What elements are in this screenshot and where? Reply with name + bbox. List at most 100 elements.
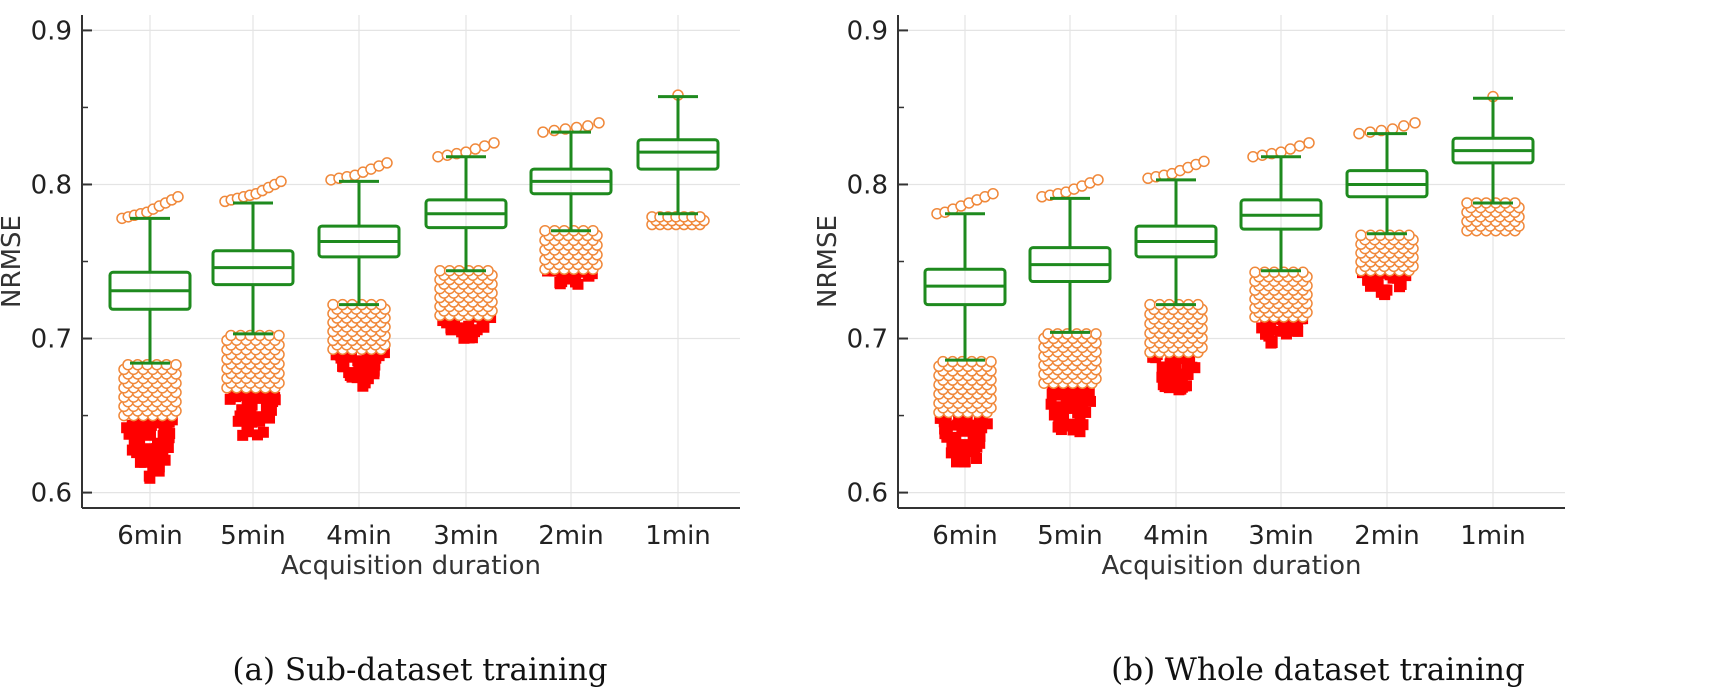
extreme-point [1056, 384, 1068, 396]
extreme-point [158, 439, 170, 451]
extreme-point [1176, 378, 1188, 390]
extreme-point [1395, 278, 1407, 290]
x-tick-label: 1min [645, 521, 711, 551]
gridlines [82, 15, 740, 508]
outlier-point [1461, 197, 1473, 209]
extreme-point [132, 428, 144, 440]
extreme-point [241, 423, 253, 435]
extreme-point [147, 464, 159, 476]
extreme-point [159, 419, 171, 431]
extreme-point [246, 416, 258, 428]
extreme-point [941, 420, 953, 432]
extreme-point [342, 351, 354, 363]
outlier-point [275, 175, 287, 188]
outlier-point [1090, 328, 1102, 340]
extreme-point [1083, 386, 1095, 398]
outlier-point [1393, 229, 1406, 242]
x-tick-label: 2min [1354, 521, 1420, 551]
extreme-point [946, 440, 958, 452]
extreme-point [1072, 407, 1084, 419]
y-tick-label: 0.7 [31, 325, 72, 355]
extreme-point [572, 278, 584, 290]
extreme-point [1072, 383, 1084, 395]
extreme-point [974, 437, 986, 449]
outlier-point [234, 329, 247, 342]
outlier-point [1293, 140, 1306, 152]
extreme-point [1063, 394, 1075, 406]
extreme-point [468, 326, 480, 338]
x-tick-label: 4min [1143, 521, 1209, 551]
extreme-point [143, 455, 155, 467]
extreme-point [1046, 388, 1058, 400]
outlier-point [1092, 174, 1104, 186]
x-tick-label: 5min [220, 521, 286, 551]
extreme-point [1179, 368, 1191, 380]
extreme-point [159, 454, 171, 466]
outlier-point [122, 358, 134, 371]
y-tick-label: 0.9 [847, 16, 888, 46]
outlier-point [1403, 229, 1415, 242]
extreme-point [229, 391, 241, 403]
extreme-point [338, 361, 350, 373]
extreme-point [953, 441, 965, 453]
box-5min [1028, 174, 1112, 438]
outlier-point [1409, 117, 1421, 129]
box-1min [1451, 90, 1535, 237]
extreme-point [157, 430, 169, 442]
extreme-point [1060, 402, 1072, 414]
outlier-point [593, 117, 605, 129]
extreme-point [150, 455, 162, 467]
box-body [636, 138, 720, 171]
x-tick-label: 5min [1037, 521, 1103, 551]
x-tick-label: 4min [326, 521, 392, 551]
x-ticks: 6min 5min 4min 3min 2min 1min [932, 521, 1526, 551]
y-axis-title: NRMSE [0, 215, 27, 308]
x-tick-label: 1min [1460, 521, 1526, 551]
outlier-point [469, 143, 482, 155]
x-axis-title: Acquisition duration [281, 551, 541, 581]
extreme-point [260, 392, 272, 404]
extreme-point [1163, 382, 1175, 394]
x-tick-label: 3min [433, 521, 499, 551]
extreme-point [357, 380, 369, 392]
outlier-point [937, 355, 949, 368]
extreme-point [237, 429, 249, 441]
outlier-point [966, 355, 978, 368]
outlier-point [975, 355, 988, 368]
extreme-point [243, 406, 255, 418]
extreme-point [463, 320, 475, 332]
outlier-point [1353, 127, 1365, 140]
extreme-point [344, 369, 356, 381]
extreme-point [451, 322, 463, 334]
outlier-point [1287, 266, 1300, 279]
box-2min [529, 117, 613, 290]
y-tick-label: 0.7 [847, 325, 888, 355]
extreme-point [1379, 289, 1391, 301]
box-5min [211, 175, 295, 441]
extreme-point [121, 422, 133, 434]
extreme-point [562, 269, 574, 281]
extreme-point [1167, 374, 1179, 386]
extreme-point [1364, 280, 1376, 292]
outlier-point [1297, 266, 1309, 279]
outlier-point [946, 355, 959, 368]
extreme-point [1162, 367, 1174, 379]
y-tick-label: 0.9 [31, 16, 72, 46]
outlier-point [548, 124, 560, 137]
extreme-point [151, 443, 163, 455]
extreme-point [1074, 426, 1086, 438]
outlier-point [254, 329, 266, 342]
outlier-point [537, 126, 549, 138]
extreme-point [360, 366, 372, 378]
outlier-point [381, 157, 393, 169]
y-axis-title: NRMSE [813, 215, 843, 308]
extreme-point [232, 415, 244, 427]
extreme-point [1080, 406, 1092, 418]
outlier-point [1398, 120, 1410, 132]
box-3min [424, 137, 508, 344]
extreme-point [969, 444, 981, 456]
extreme-point [361, 357, 373, 369]
outlier-point [1364, 126, 1376, 138]
outlier-point [225, 329, 237, 342]
